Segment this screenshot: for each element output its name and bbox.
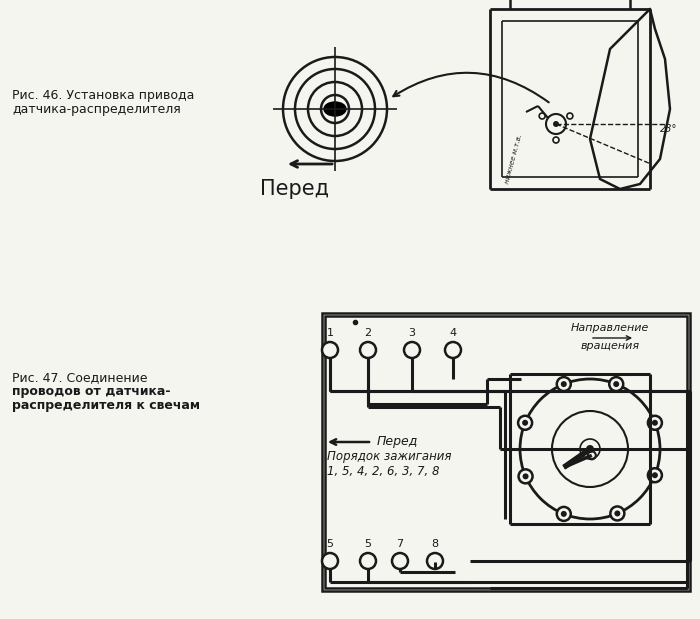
Ellipse shape [324,102,346,116]
Text: 1, 5, 4, 2, 6, 3, 7, 8: 1, 5, 4, 2, 6, 3, 7, 8 [327,465,440,478]
Circle shape [522,420,528,426]
Circle shape [523,474,528,479]
Text: проводов от датчика-: проводов от датчика- [12,385,171,398]
Circle shape [648,468,662,482]
Circle shape [613,381,620,387]
Circle shape [322,553,338,569]
Circle shape [609,377,623,391]
Circle shape [648,416,662,430]
Circle shape [615,511,620,516]
Circle shape [610,506,624,521]
Circle shape [652,420,658,426]
Circle shape [322,342,338,358]
Text: Перед: Перед [377,436,419,449]
Text: 3: 3 [409,328,416,338]
Text: 2: 2 [365,328,372,338]
Text: Перед: Перед [260,179,330,199]
Text: 5: 5 [326,539,333,549]
Circle shape [556,377,570,391]
Text: Рис. 46. Установка привода: Рис. 46. Установка привода [12,89,195,102]
Circle shape [561,511,567,517]
Circle shape [427,553,443,569]
Circle shape [519,469,533,483]
Circle shape [561,381,567,387]
Text: Рис. 47. Соединение: Рис. 47. Соединение [12,371,148,384]
Text: распределителя к свечам: распределителя к свечам [12,399,200,412]
Circle shape [553,121,559,127]
Text: 4: 4 [449,328,456,338]
Text: 1: 1 [326,328,333,338]
Circle shape [652,472,658,478]
Circle shape [404,342,420,358]
Text: 8: 8 [431,539,439,549]
Bar [325,316,687,588]
Circle shape [586,445,594,453]
Circle shape [445,342,461,358]
Circle shape [556,507,570,521]
Text: Порядок зажигания: Порядок зажигания [327,450,452,463]
Text: вращения: вращения [580,341,640,351]
Circle shape [360,553,376,569]
Circle shape [392,553,408,569]
Text: 5: 5 [365,539,372,549]
Text: 7: 7 [396,539,404,549]
Circle shape [360,342,376,358]
Text: датчика-распределителя: датчика-распределителя [12,103,181,116]
Text: нижнее м.т.в.: нижнее м.т.в. [505,134,524,184]
Bar [322,313,690,591]
Text: Направление: Направление [570,323,649,333]
Circle shape [518,416,532,430]
Text: 23°: 23° [660,124,678,134]
